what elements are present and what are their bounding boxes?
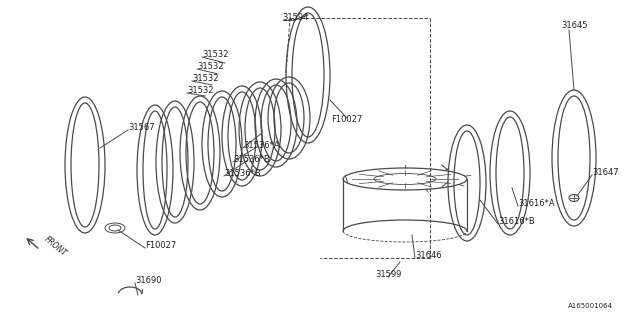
Text: 31567: 31567 xyxy=(128,123,155,132)
Text: 31616*B: 31616*B xyxy=(498,217,535,226)
Text: 31536*B: 31536*B xyxy=(224,169,260,178)
Text: 31646: 31646 xyxy=(415,251,442,260)
Text: 31690: 31690 xyxy=(135,276,161,285)
Text: 31647: 31647 xyxy=(592,168,619,177)
Text: FRONT: FRONT xyxy=(43,234,68,258)
Text: F10027: F10027 xyxy=(332,115,363,124)
Text: 31616*A: 31616*A xyxy=(518,199,555,208)
Text: 31536*A: 31536*A xyxy=(243,141,280,150)
Text: A165001064: A165001064 xyxy=(568,303,613,309)
Text: 31594: 31594 xyxy=(282,13,308,22)
Text: 31532: 31532 xyxy=(197,62,223,71)
Text: 31536*B: 31536*B xyxy=(233,155,269,164)
Text: 31645: 31645 xyxy=(561,21,588,30)
Text: 31532: 31532 xyxy=(202,50,228,59)
Text: 31532: 31532 xyxy=(192,74,218,83)
Text: 31532: 31532 xyxy=(187,86,214,95)
Text: 31599: 31599 xyxy=(375,270,401,279)
Text: F10027: F10027 xyxy=(145,241,176,250)
